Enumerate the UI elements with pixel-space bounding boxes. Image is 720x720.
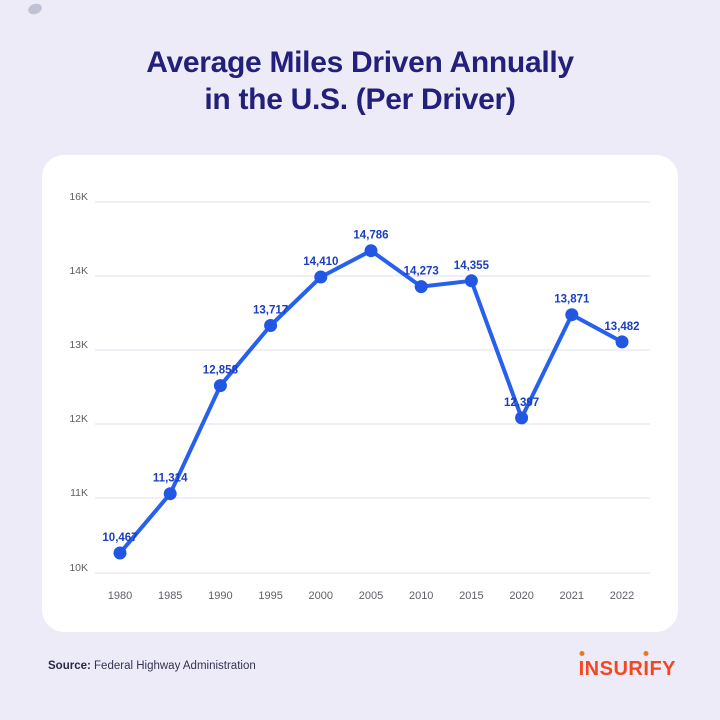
data-point bbox=[364, 244, 378, 258]
x-tick-label: 1995 bbox=[258, 590, 282, 602]
data-point bbox=[314, 270, 328, 284]
data-point-label: 14,355 bbox=[454, 260, 490, 272]
data-point-label: 10,467 bbox=[102, 532, 137, 544]
x-tick-label: 1985 bbox=[158, 590, 182, 602]
data-point-label: 14,273 bbox=[404, 266, 439, 278]
chart-title-line2: in the U.S. (Per Driver) bbox=[204, 83, 516, 116]
x-tick-label: 2010 bbox=[409, 590, 433, 602]
x-tick-label: 2021 bbox=[560, 590, 584, 602]
data-point-label: 13,482 bbox=[604, 321, 639, 333]
data-point-label: 14,786 bbox=[353, 230, 388, 242]
x-tick-label: 1990 bbox=[208, 590, 232, 602]
data-point bbox=[113, 546, 127, 560]
data-point bbox=[414, 280, 428, 294]
logo-letter-dotted-i: I bbox=[643, 658, 650, 680]
logo-letter-dotted-i: I bbox=[578, 658, 585, 680]
logo-letter: Y bbox=[662, 658, 676, 680]
y-tick-label: 11K bbox=[70, 487, 88, 499]
x-tick-label: 2015 bbox=[459, 590, 483, 602]
data-point-label: 14,410 bbox=[303, 256, 338, 268]
insurify-logo: INSURIFY bbox=[579, 658, 676, 681]
data-point-label: 13,871 bbox=[554, 294, 590, 306]
logo-letter: U bbox=[613, 658, 629, 680]
chart-title: Average Miles Driven Annually in the U.S… bbox=[0, 44, 720, 118]
y-tick-label: 14K bbox=[69, 265, 88, 277]
y-tick-label: 10K bbox=[69, 562, 88, 574]
data-point-label: 12,397 bbox=[504, 397, 539, 409]
chart-card bbox=[42, 155, 678, 632]
logo-letter: S bbox=[599, 658, 614, 680]
logo-letter: R bbox=[628, 658, 644, 680]
source-label: Source: bbox=[48, 660, 91, 672]
data-point bbox=[615, 335, 629, 349]
x-tick-label: 2000 bbox=[309, 590, 333, 602]
chart-title-line1: Average Miles Driven Annually bbox=[146, 46, 574, 79]
x-tick-label: 2020 bbox=[509, 590, 533, 602]
logo-letter: N bbox=[584, 658, 600, 680]
data-point bbox=[565, 308, 579, 322]
data-point-label: 12,858 bbox=[203, 365, 239, 377]
data-point-label: 13,717 bbox=[253, 305, 288, 317]
data-point bbox=[264, 319, 278, 332]
source-text: Federal Highway Administration bbox=[94, 660, 256, 672]
source-note: Source: Federal Highway Administration bbox=[48, 660, 256, 672]
logo-letter: F bbox=[649, 658, 663, 680]
data-point bbox=[515, 411, 529, 425]
x-tick-label: 2022 bbox=[610, 590, 634, 602]
data-point bbox=[464, 274, 478, 288]
x-tick-label: 1980 bbox=[108, 590, 132, 602]
data-point bbox=[213, 379, 227, 393]
trend-line bbox=[118, 248, 624, 555]
data-point bbox=[163, 487, 177, 501]
data-point-label: 11,314 bbox=[153, 473, 188, 485]
y-tick-label: 12K bbox=[69, 413, 88, 425]
x-tick-label: 2005 bbox=[359, 590, 383, 602]
y-tick-label: 16K bbox=[69, 191, 88, 203]
y-tick-label: 13K bbox=[69, 339, 88, 351]
